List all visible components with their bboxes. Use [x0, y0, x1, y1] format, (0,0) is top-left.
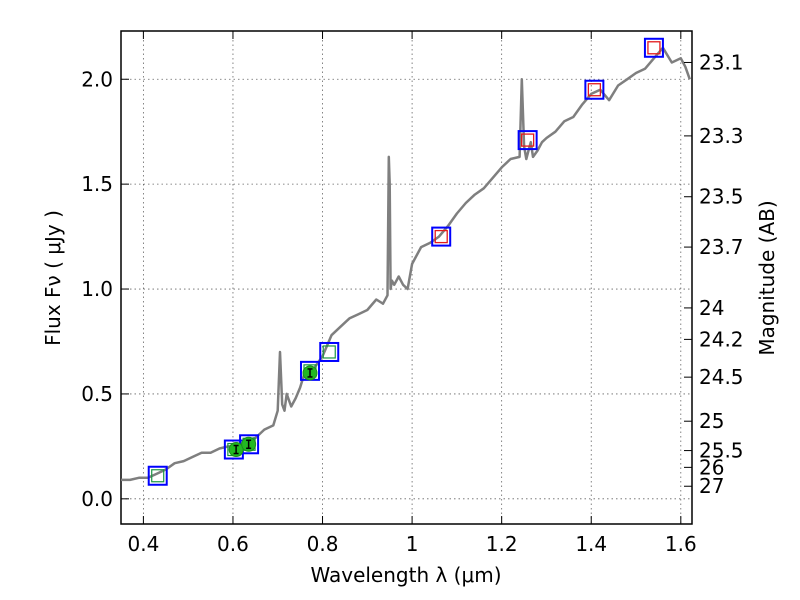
x-tick-label: 1	[406, 532, 419, 556]
grid	[121, 31, 692, 524]
predicted-photometry-point	[434, 229, 448, 244]
right-tick-label: 23.3	[699, 124, 744, 148]
x-tick-label: 0.4	[127, 532, 159, 556]
tick-layer: 0.4 0.6 0.8 1 1.2 1.4 1.6 0.0 0.5 1.0 1.5 2.0 23.1 23…	[81, 31, 744, 556]
y-tick-label: 2.0	[81, 67, 113, 91]
x-tick-label: 1.4	[575, 532, 607, 556]
marker-layer	[147, 37, 664, 486]
predicted-photometry-point	[647, 41, 661, 55]
right-tick-label: 25	[699, 409, 724, 433]
x-tick-label: 0.6	[217, 532, 249, 556]
plot-frame	[120, 30, 693, 525]
right-tick-label: 24.5	[699, 365, 744, 389]
y-tick-label: 1.0	[81, 277, 113, 301]
y-tick-label: 0.5	[81, 382, 113, 406]
y-axis-label: Flux Fν ( μJy )	[41, 210, 65, 346]
right-y-axis-label: Magnitude (AB)	[755, 200, 779, 355]
x-tick-label: 0.8	[307, 532, 339, 556]
model-photometry-point	[151, 469, 165, 483]
x-tick-label: 1.6	[665, 532, 697, 556]
sed-model-line	[121, 46, 691, 482]
x-tick-label: 1.2	[486, 532, 518, 556]
y-tick-label: 1.5	[81, 172, 113, 196]
right-tick-label: 25.5	[699, 439, 744, 463]
band-marker-outer	[147, 465, 168, 486]
band-marker-outer	[584, 79, 605, 100]
band-marker-outer	[643, 37, 664, 58]
right-tick-label: 24	[699, 296, 724, 320]
right-tick-label: 23.7	[699, 235, 744, 259]
right-tick-label: 23.5	[699, 185, 744, 209]
right-tick-label: 24.2	[699, 327, 744, 351]
band-marker-outer	[431, 226, 452, 247]
band-marker-outer	[319, 341, 340, 362]
series-layer	[121, 46, 691, 482]
x-axis-label: Wavelength λ (μm)	[310, 563, 501, 587]
y-tick-label: 0.0	[81, 487, 113, 511]
model-photometry-point	[322, 345, 336, 359]
predicted-photometry-point	[587, 83, 602, 97]
right-tick-label: 26	[699, 455, 724, 479]
right-tick-label: 23.1	[699, 50, 744, 74]
right-tick-label: 27	[699, 474, 724, 498]
band-marker-outer	[517, 130, 538, 151]
predicted-photometry-point	[520, 133, 535, 147]
